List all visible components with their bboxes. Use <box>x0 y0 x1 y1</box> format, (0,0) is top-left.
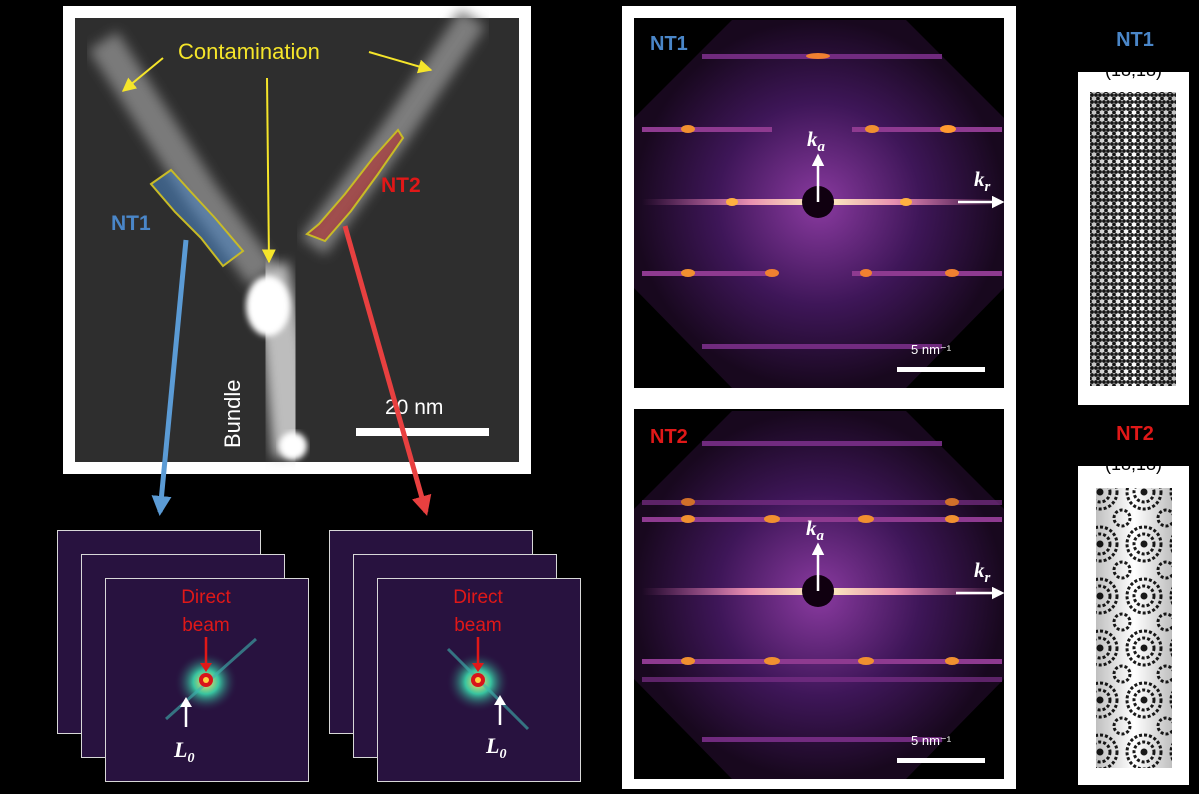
l0-subscript: 0 <box>187 751 194 766</box>
nt2-connector-arrow <box>342 225 432 516</box>
nt1-model-panel: (18,18) <box>1078 72 1189 405</box>
nt2-atomic-model <box>1096 488 1172 768</box>
nt1-atomic-model <box>1090 92 1176 386</box>
nt2-pattern-stack: Direct beam L0 <box>329 530 589 790</box>
nt1-model-title: NT1 <box>1116 29 1154 51</box>
nt2-roi-overlay <box>305 128 405 243</box>
pattern-scalebar-label: 5 nm⁻¹ <box>911 342 952 357</box>
svg-text:kr: kr <box>974 558 991 586</box>
nt1-pattern-stack: Direct beam L0 <box>57 530 317 790</box>
kr-label: k <box>974 558 985 582</box>
connector-arrows <box>151 225 432 516</box>
direct-beam-label-2: beam <box>454 615 502 636</box>
kr-subscript: r <box>985 179 991 195</box>
nt2-model-panel: (18,18) <box>1078 466 1189 785</box>
nt2-chirality-index: (18,18) <box>1078 466 1189 475</box>
l0-label: L <box>173 737 187 762</box>
contamination-arrows <box>121 51 433 264</box>
ka-label: k <box>806 516 817 540</box>
kr-subscript: r <box>985 570 991 586</box>
ka-subscript: a <box>818 139 826 155</box>
nt1-layer-lines <box>642 53 1002 349</box>
svg-text:ka: ka <box>806 516 825 544</box>
kr-label: k <box>974 167 985 191</box>
pattern-scalebar <box>897 367 985 372</box>
nt1-diffraction-panel: ka kr NT1 5 nm⁻¹ <box>622 6 1016 398</box>
svg-text:L0: L0 <box>485 733 506 762</box>
nt1-connector-arrow <box>151 239 189 516</box>
direct-beam-label: Direct <box>453 587 503 608</box>
svg-text:L0: L0 <box>173 737 194 766</box>
ka-subscript: a <box>817 528 825 544</box>
l0-label: L <box>485 733 499 758</box>
l0-subscript: 0 <box>499 747 506 762</box>
stem-image: Contamination NT1 NT2 Bundle 20 nm <box>75 9 519 462</box>
ka-label: k <box>807 127 818 151</box>
contamination-label: Contamination <box>178 39 320 64</box>
nt2-model-title: NT2 <box>1116 423 1154 445</box>
bundle-label: Bundle <box>220 379 245 448</box>
nt1-pattern-title: NT1 <box>650 33 688 55</box>
nt2-pattern-title: NT2 <box>650 426 688 448</box>
stem-scalebar <box>356 428 489 436</box>
stem-image-panel: Contamination NT1 NT2 Bundle 20 nm <box>63 6 531 474</box>
nt1-roi-overlay <box>149 168 245 268</box>
nt1-chirality-index: (18,18) <box>1078 72 1189 81</box>
front-pattern-frame: Direct beam L0 <box>377 578 581 782</box>
nt2-diffraction-panel: ka kr NT2 5 nm⁻¹ <box>622 397 1016 789</box>
nt1-label: NT1 <box>111 212 151 235</box>
svg-text:ka: ka <box>807 127 826 155</box>
nt2-layer-lines <box>642 441 1002 742</box>
nt2-label: NT2 <box>381 174 421 197</box>
svg-text:kr: kr <box>974 167 991 195</box>
pattern-scalebar <box>897 758 985 763</box>
direct-beam-label-2: beam <box>182 615 230 636</box>
direct-beam-label: Direct <box>181 587 231 608</box>
front-pattern-frame: Direct beam L0 <box>105 578 309 782</box>
pattern-scalebar-label: 5 nm⁻¹ <box>911 733 952 748</box>
